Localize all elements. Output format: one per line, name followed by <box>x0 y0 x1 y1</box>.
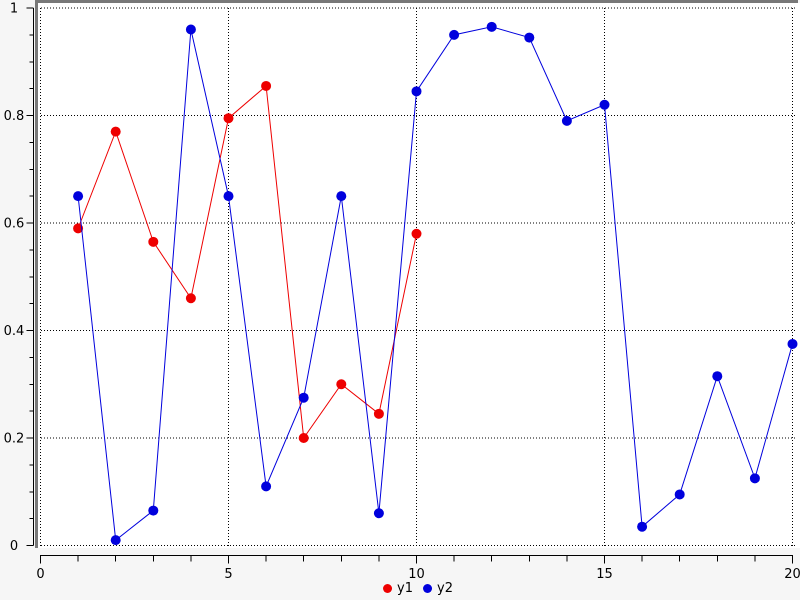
data-point-y2 <box>411 86 422 97</box>
y-tick-label: 0.6 <box>4 217 25 232</box>
axes <box>26 7 793 564</box>
data-point-y1 <box>373 408 384 419</box>
data-point-y2 <box>749 473 760 484</box>
x-tick-label: 5 <box>224 567 232 582</box>
data-point-y1 <box>261 80 272 91</box>
chart-legend: y1 y2 <box>383 581 453 596</box>
data-point-y2 <box>185 24 196 35</box>
data-point-y1 <box>73 223 84 234</box>
legend-item-y1: y1 <box>383 581 413 596</box>
x-tick-label: 0 <box>36 567 44 582</box>
x-tick-label: 20 <box>784 567 800 582</box>
data-point-y2 <box>787 338 798 349</box>
legend-item-y2: y2 <box>423 581 453 596</box>
data-point-y1 <box>148 236 159 247</box>
x-tick-label: 10 <box>408 567 425 582</box>
data-point-y1 <box>298 433 309 443</box>
legend-label-y1: y1 <box>397 581 413 596</box>
x-tick-label: 15 <box>596 567 613 582</box>
y-tick-label: 1 <box>10 2 18 17</box>
legend-label-y2: y2 <box>437 581 453 596</box>
data-point-y2 <box>73 191 84 202</box>
data-point-y2 <box>524 32 535 43</box>
data-point-y2 <box>373 508 384 519</box>
legend-marker-y1 <box>383 584 393 593</box>
data-point-y2 <box>599 99 610 110</box>
data-point-y2 <box>298 392 309 403</box>
data-point-y2 <box>486 21 497 32</box>
data-point-y2 <box>110 535 121 546</box>
data-point-y1 <box>223 113 234 124</box>
series-y1-line <box>77 84 417 440</box>
frame-left-border <box>35 0 38 548</box>
data-point-y2 <box>561 115 572 126</box>
legend-marker-y2 <box>423 584 432 593</box>
data-point-y2 <box>712 371 723 382</box>
y-tick-label: 0 <box>10 539 18 554</box>
series-y1 <box>73 80 422 443</box>
data-point-y1 <box>185 293 196 304</box>
data-point-y2 <box>336 191 347 202</box>
series-y2 <box>73 21 798 546</box>
data-point-y2 <box>223 191 234 202</box>
series-y2-line <box>77 26 793 542</box>
data-point-y2 <box>637 521 648 532</box>
frame-top-border <box>35 0 798 3</box>
data-point-y2 <box>674 489 685 500</box>
y-tick-label: 0.8 <box>4 109 25 124</box>
data-point-y2 <box>261 481 272 492</box>
y-tick-label: 0.2 <box>4 432 25 447</box>
data-point-y1 <box>411 228 422 239</box>
data-point-y2 <box>449 29 460 40</box>
tick-labels: 0 5 10 15 20 0 0.2 0.4 0.6 0.8 1 <box>4 2 800 583</box>
plot-area <box>38 3 800 548</box>
data-point-y1 <box>336 379 347 390</box>
data-point-y2 <box>148 505 159 516</box>
y-tick-label: 0.4 <box>4 324 25 339</box>
data-point-y1 <box>110 126 121 137</box>
